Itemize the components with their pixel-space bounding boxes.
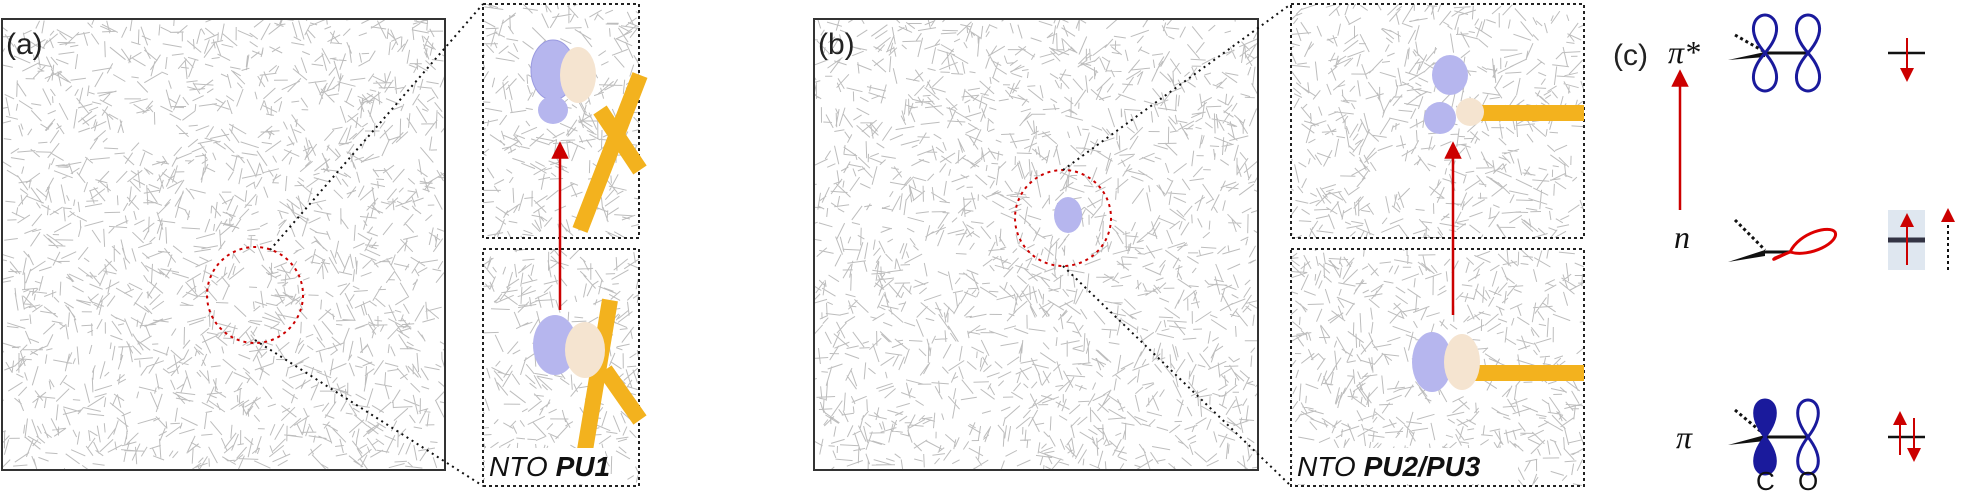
- caption-prefix: NTO: [1297, 451, 1356, 482]
- orbital-diagrams: [1728, 13, 1837, 476]
- mesh-lines: [814, 19, 1258, 470]
- zoom-box: [1290, 248, 1585, 487]
- panel-label: (b): [818, 28, 855, 61]
- caption-bg: [1293, 448, 1518, 484]
- atom-label: C: [1756, 466, 1775, 495]
- zoom-line: [1062, 265, 1292, 487]
- caption-name: PU1: [556, 451, 610, 482]
- panel-frame: [1, 18, 446, 471]
- atom-label: O: [1798, 466, 1818, 495]
- molecule: [1054, 197, 1082, 233]
- polymer-mesh: [814, 19, 1258, 470]
- mesh-lines: [483, 249, 639, 486]
- panel-label: (a): [6, 28, 43, 61]
- energy-levels: [1888, 38, 1955, 462]
- molecule: [530, 39, 648, 482]
- caption: NTO PU1: [489, 451, 610, 482]
- mesh-lines: [2, 19, 445, 470]
- polymer-mesh: [483, 249, 639, 486]
- panel-frame: [813, 18, 1259, 471]
- mesh-layer: [2, 4, 1584, 486]
- zoom-line: [1062, 3, 1292, 171]
- zoom-line: [269, 3, 484, 251]
- polymer-mesh: [1291, 249, 1584, 486]
- polymer-mesh: [2, 19, 445, 470]
- level-label: π*: [1668, 34, 1700, 70]
- zoom-circle: [206, 246, 304, 344]
- level-label: n: [1674, 219, 1690, 255]
- molecule: [1412, 55, 1584, 392]
- panel-label: (c): [1613, 39, 1648, 72]
- caption-name: PU2/PU3: [1364, 451, 1481, 482]
- caption: NTO PU2/PU3: [1297, 451, 1481, 482]
- mesh-lines: [1291, 249, 1584, 486]
- level-label: π: [1676, 419, 1693, 455]
- caption-bg: [485, 448, 605, 484]
- caption-prefix: NTO: [489, 451, 548, 482]
